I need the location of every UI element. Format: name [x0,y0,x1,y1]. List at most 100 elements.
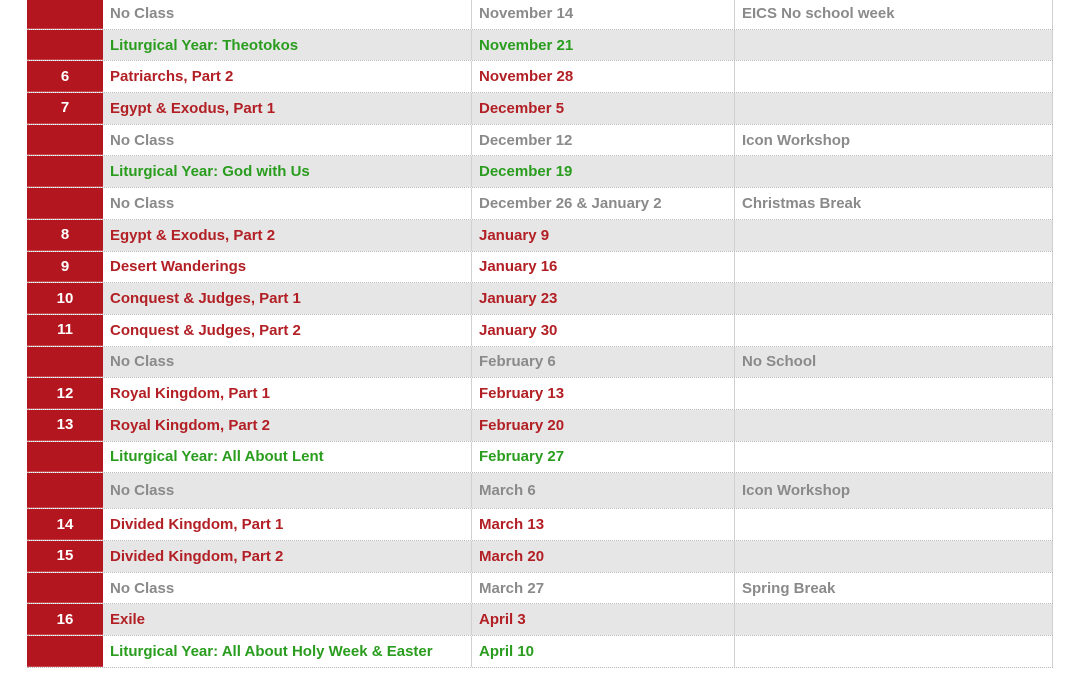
schedule-row: No Class December 26 & January 2 Christmas… [27,188,1053,220]
lesson-title: No Class [103,473,472,509]
lesson-number: 6 [27,61,103,93]
lesson-title: Divided Kingdom, Part 1 [103,509,472,540]
schedule-row: 16 Exile April 3 [27,604,1053,637]
lesson-title: Patriarchs, Part 2 [103,61,472,93]
schedule-row: Liturgical Year: All About Holy Week & E… [27,636,1053,668]
lesson-date: February 27 [472,441,735,473]
schedule-row: 14 Divided Kingdom, Part 1 March 13 [27,509,1053,541]
lesson-note [735,378,1053,409]
lesson-note: No School [735,346,1053,378]
lesson-date: January 9 [472,219,735,251]
schedule-row: 12 Royal Kingdom, Part 1 February 13 [27,378,1053,410]
lesson-title: Exile [103,604,472,636]
lesson-number [27,441,103,473]
lesson-title: Liturgical Year: All About Holy Week & E… [103,636,472,667]
schedule-row: 6 Patriarchs, Part 2 November 28 [27,61,1053,94]
lesson-number [27,0,103,29]
lesson-number: 11 [27,314,103,346]
schedule-row: 8 Egypt & Exodus, Part 2 January 9 [27,219,1053,252]
lesson-note: Icon Workshop [735,124,1053,156]
lesson-note: Icon Workshop [735,473,1053,509]
schedule-row: 9 Desert Wanderings January 16 [27,251,1053,284]
schedule-row: Liturgical Year: God with Us December 19 [27,156,1053,189]
lesson-number: 16 [27,604,103,636]
schedule-row: 15 Divided Kingdom, Part 2 March 20 [27,541,1053,573]
lesson-note [735,441,1053,473]
lesson-title: No Class [103,572,472,604]
schedule-row: Liturgical Year: All About Lent February … [27,441,1053,474]
lesson-number: 8 [27,219,103,251]
lesson-date: March 13 [472,509,735,540]
lesson-note [735,314,1053,346]
lesson-note [735,219,1053,251]
lesson-number [27,124,103,156]
lesson-title: Liturgical Year: Theotokos [103,29,472,61]
lesson-number: 7 [27,93,103,124]
lesson-date: November 14 [472,0,735,29]
lesson-title: No Class [103,346,472,378]
lesson-date: November 28 [472,61,735,93]
lesson-number [27,572,103,604]
lesson-date: March 27 [472,572,735,604]
lesson-number [27,473,103,509]
schedule-row: 11 Conquest & Judges, Part 2 January 30 [27,314,1053,347]
lesson-note [735,409,1053,441]
lesson-number: 14 [27,509,103,540]
lesson-date: March 6 [472,473,735,509]
lesson-note: Christmas Break [735,188,1053,219]
schedule-table: No Class November 14 EICS No school week Li… [27,0,1053,668]
schedule-row: No Class March 6 Icon Workshop [27,473,1053,510]
lesson-number [27,636,103,667]
lesson-title: No Class [103,188,472,219]
lesson-date: March 20 [472,541,735,572]
lesson-title: Conquest & Judges, Part 2 [103,314,472,346]
lesson-title: Royal Kingdom, Part 1 [103,378,472,409]
lesson-date: January 30 [472,314,735,346]
lesson-date: January 16 [472,251,735,283]
lesson-title: Desert Wanderings [103,251,472,283]
lesson-date: April 3 [472,604,735,636]
lesson-title: No Class [103,0,472,29]
lesson-date: December 12 [472,124,735,156]
lesson-date: December 5 [472,93,735,124]
lesson-note [735,156,1053,188]
lesson-date: November 21 [472,29,735,61]
lesson-title: Conquest & Judges, Part 1 [103,283,472,314]
lesson-note [735,541,1053,572]
lesson-date: December 19 [472,156,735,188]
lesson-number [27,346,103,378]
lesson-title: Liturgical Year: God with Us [103,156,472,188]
lesson-note [735,283,1053,314]
schedule-row: Liturgical Year: Theotokos November 21 [27,29,1053,62]
lesson-number: 12 [27,378,103,409]
lesson-note [735,61,1053,93]
lesson-note [735,636,1053,667]
lesson-note: Spring Break [735,572,1053,604]
lesson-number: 13 [27,409,103,441]
lesson-number [27,188,103,219]
schedule-row: 10 Conquest & Judges, Part 1 January 23 [27,283,1053,315]
lesson-number: 10 [27,283,103,314]
lesson-number: 15 [27,541,103,572]
schedule-row: 13 Royal Kingdom, Part 2 February 20 [27,409,1053,442]
lesson-title: Royal Kingdom, Part 2 [103,409,472,441]
schedule-row: 7 Egypt & Exodus, Part 1 December 5 [27,93,1053,125]
lesson-note [735,93,1053,124]
lesson-date: April 10 [472,636,735,667]
lesson-date: January 23 [472,283,735,314]
lesson-title: Egypt & Exodus, Part 1 [103,93,472,124]
schedule-row: No Class February 6 No School [27,346,1053,379]
lesson-note [735,604,1053,636]
lesson-date: December 26 & January 2 [472,188,735,219]
lesson-note [735,251,1053,283]
lesson-note [735,509,1053,540]
lesson-title: Divided Kingdom, Part 2 [103,541,472,572]
lesson-number [27,156,103,188]
lesson-note [735,29,1053,61]
lesson-date: February 20 [472,409,735,441]
lesson-title: Liturgical Year: All About Lent [103,441,472,473]
lesson-number [27,29,103,61]
lesson-title: Egypt & Exodus, Part 2 [103,219,472,251]
lesson-title: No Class [103,124,472,156]
